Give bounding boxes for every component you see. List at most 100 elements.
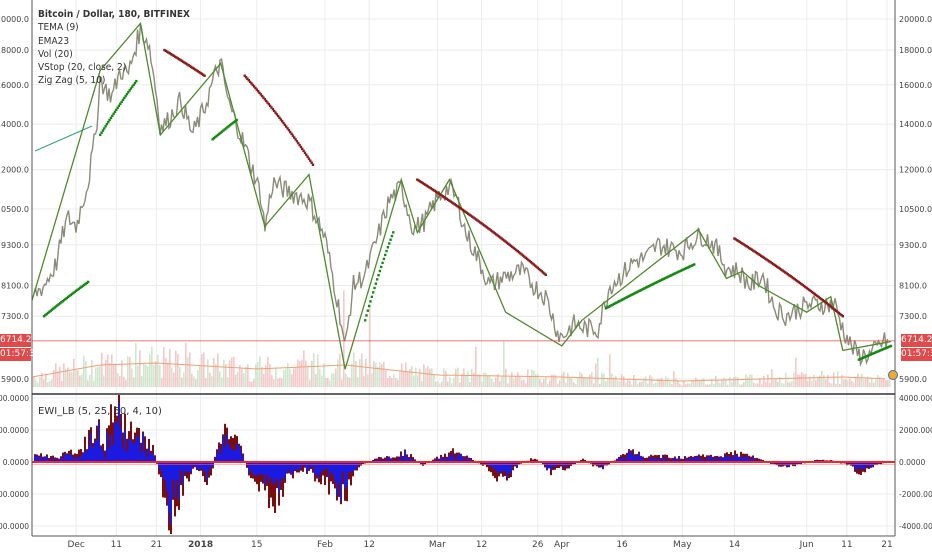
vstop-dot bbox=[765, 258, 768, 261]
vstop-dot bbox=[635, 291, 638, 294]
volume-bar bbox=[627, 378, 629, 387]
vstop-dot bbox=[181, 60, 185, 63]
volume-bar bbox=[805, 374, 807, 387]
ewi-area-blue bbox=[752, 456, 754, 462]
volume-bar bbox=[671, 383, 673, 387]
ewi-area-red bbox=[424, 462, 426, 465]
vstop-dot bbox=[639, 289, 642, 292]
vstop-dot bbox=[123, 96, 126, 100]
ewi-area-blue bbox=[708, 456, 710, 462]
volume-bar bbox=[167, 362, 169, 387]
ewi-area-red bbox=[792, 462, 794, 467]
ewi-plot[interactable] bbox=[32, 395, 895, 536]
volume-bar bbox=[623, 376, 625, 387]
ewi-area-blue bbox=[736, 456, 738, 462]
ewi-area-blue bbox=[146, 457, 148, 462]
vstop-dot bbox=[430, 187, 434, 191]
volume-bar bbox=[699, 380, 701, 387]
legend-vstop[interactable]: VStop (20, close, 2) bbox=[38, 62, 127, 74]
vstop-dot bbox=[885, 346, 889, 349]
vstop-dot bbox=[888, 345, 891, 348]
volume-bar bbox=[581, 373, 583, 387]
volume-bar bbox=[753, 382, 755, 387]
ewi-area-blue bbox=[378, 459, 380, 462]
volume-bar bbox=[237, 371, 239, 387]
ewi-area-blue bbox=[404, 450, 406, 462]
ewi-area-red bbox=[558, 462, 560, 468]
volume-bar bbox=[223, 360, 225, 387]
ewi-area-red bbox=[756, 457, 758, 462]
ewi-area-blue bbox=[328, 462, 330, 479]
ewi-area-red bbox=[454, 453, 456, 462]
ewi-area-blue bbox=[296, 462, 298, 470]
price-plot[interactable] bbox=[32, 22, 895, 370]
ewi-area-blue bbox=[846, 462, 848, 465]
legend-tema[interactable]: TEMA (9) bbox=[38, 22, 79, 34]
vstop-dot bbox=[131, 85, 134, 88]
volume-bar bbox=[789, 382, 791, 387]
ewi-area-blue bbox=[508, 462, 510, 475]
volume-bar bbox=[677, 380, 679, 387]
volume-bar bbox=[333, 373, 335, 387]
volume-bar bbox=[543, 378, 545, 387]
vstop-dot bbox=[133, 81, 137, 85]
volume-bar bbox=[415, 367, 417, 387]
ewi-area-red bbox=[670, 458, 672, 462]
ewi-area-blue bbox=[850, 462, 852, 465]
volume-bar bbox=[241, 369, 243, 387]
vstop-dot bbox=[211, 138, 214, 141]
x-tick-label: May bbox=[673, 540, 692, 550]
volume-bar bbox=[797, 374, 799, 387]
ewi-area-blue bbox=[852, 462, 854, 465]
vstop-dot bbox=[496, 234, 499, 237]
ewi-area-blue bbox=[60, 457, 62, 462]
vstop-dot bbox=[493, 232, 497, 235]
vstop-dot bbox=[805, 286, 808, 290]
legend-volume[interactable]: Vol (20) bbox=[38, 48, 73, 60]
vstop-dot bbox=[290, 132, 293, 136]
vstop-dot bbox=[235, 118, 238, 122]
volume-bar bbox=[547, 383, 549, 387]
vstop-dot bbox=[776, 265, 779, 269]
volume-bar bbox=[409, 369, 411, 387]
vstop-dot bbox=[417, 179, 420, 182]
ewi-area-blue bbox=[162, 462, 164, 478]
volume-bar bbox=[831, 383, 833, 387]
ewi-tick-label-left: 2000.0000 bbox=[0, 426, 29, 435]
ewi-area-blue bbox=[118, 403, 120, 462]
ewi-area-blue bbox=[186, 462, 188, 473]
vstop-dot bbox=[648, 284, 652, 287]
volume-bar bbox=[191, 373, 193, 387]
legend-ema[interactable]: EMA23 bbox=[38, 35, 70, 47]
ewi-area-blue bbox=[758, 459, 760, 462]
ewi-area-blue bbox=[674, 458, 676, 462]
legend-zigzag[interactable]: Zig Zag (5, 10) bbox=[38, 75, 106, 87]
ewi-area-blue bbox=[648, 458, 650, 462]
vstop-dot bbox=[654, 281, 657, 285]
vstop-dot bbox=[800, 282, 803, 286]
indicator-legend[interactable]: EWI_LB (5, 25, 50, 4, 10) bbox=[38, 406, 162, 417]
ewi-area-blue bbox=[310, 462, 312, 469]
vstop-dot bbox=[448, 199, 451, 202]
volume-bar bbox=[213, 358, 215, 387]
volume-bar bbox=[401, 363, 403, 387]
ewi-area-red bbox=[326, 462, 328, 478]
vstop-dot bbox=[733, 237, 736, 240]
volume-bar bbox=[555, 375, 557, 387]
vstop-dot bbox=[681, 268, 684, 272]
volume-bar bbox=[453, 377, 455, 387]
volume-bar bbox=[105, 359, 107, 387]
vstop-dot bbox=[440, 194, 443, 197]
ewi-area-red bbox=[270, 462, 272, 498]
volume-bar bbox=[655, 382, 657, 387]
ewi-area-blue bbox=[502, 462, 504, 471]
vstop-dot bbox=[792, 276, 795, 280]
vstop-dot bbox=[247, 79, 250, 82]
ewi-area-blue bbox=[250, 462, 252, 470]
vstop-dot bbox=[222, 129, 225, 132]
y-tick-label-right: 10500.0 bbox=[899, 205, 932, 214]
ewi-area-blue bbox=[652, 458, 654, 462]
volume-bar bbox=[483, 372, 485, 387]
